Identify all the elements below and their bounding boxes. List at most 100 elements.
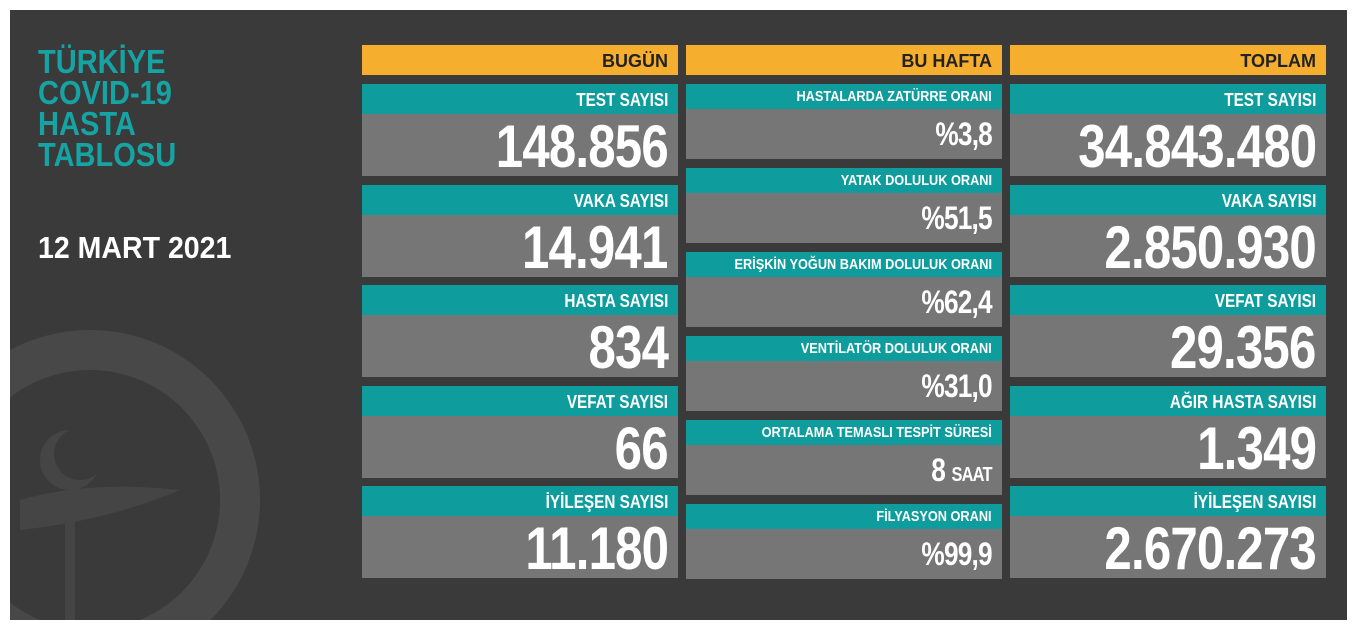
stat-label: YATAK DOLULUK ORANI (840, 172, 992, 189)
column-header-text: TOPLAM (1240, 51, 1316, 71)
stat-value-text: %3,8 (935, 116, 992, 152)
stat-value-text: 2.850.930 (1104, 213, 1316, 281)
stat-card: İYİLEŞEN SAYISI 2.670.273 (1010, 486, 1326, 582)
stat-value-text: %99,9 (921, 536, 993, 572)
stat-value-box: %3,8 (686, 109, 1002, 159)
stat-value-box: %99,9 (686, 529, 1002, 579)
stat-value: 11.180 (525, 514, 669, 583)
stat-card: VEFAT SAYISI 66 (362, 385, 678, 482)
stat-value-box: 834 (362, 314, 678, 381)
stat-value-box: 8 SAAT (686, 445, 1002, 495)
title: TÜRKİYE COVID-19 HASTA TABLOSU (38, 43, 177, 173)
title-line: TABLOSU (38, 136, 177, 173)
stat-label-bar: VAKA SAYISI (1010, 184, 1326, 215)
stat-value-box: 148.856 (362, 113, 678, 180)
stat-card: YATAK DOLULUK ORANI %51,5 (686, 168, 1002, 243)
stat-value-box: 11.180 (362, 515, 678, 582)
stat-label-bar: HASTALARDA ZATÜRRE ORANI (686, 84, 1002, 109)
stat-value-text: 14.941 (522, 213, 668, 281)
stat-label: ERİŞKİN YOĞUN BAKIM DOLULUK ORANI (734, 256, 992, 273)
stat-label: VAKA SAYISI (1221, 190, 1316, 211)
column-header: TOPLAM (1010, 45, 1326, 75)
stat-label-bar: ORTALAMA TEMASLI TESPİT SÜRESİ (686, 420, 1002, 445)
stat-card: VAKA SAYISI 14.941 (362, 184, 678, 281)
stat-label: TEST SAYISI (575, 90, 668, 110)
stat-value: 148.856 (495, 112, 669, 181)
stat-value: 34.843.480 (1078, 112, 1317, 181)
title-line: TÜRKİYE (38, 43, 166, 80)
stat-card: AĞIR HASTA SAYISI 1.349 (1010, 385, 1326, 482)
stat-value: 8 SAAT (931, 452, 993, 489)
stat-value-box: 1.349 (1010, 415, 1326, 482)
emblem (10, 330, 260, 620)
stat-label-bar: ERİŞKİN YOĞUN BAKIM DOLULUK ORANI (686, 252, 1002, 277)
stat-value-box: 2.670.273 (1010, 515, 1326, 582)
stat-label: VEFAT SAYISI (566, 391, 668, 412)
stat-value-text: 148.856 (495, 113, 669, 180)
stat-card: ORTALAMA TEMASLI TESPİT SÜRESİ 8 SAAT (686, 420, 1002, 495)
column-header: BUGÜN (362, 45, 678, 75)
stat-value: 834 (588, 313, 668, 382)
stat-value: 66 (614, 414, 669, 483)
stat-label-bar: VENTİLATÖR DOLULUK ORANI (686, 336, 1002, 361)
stat-label-bar: VEFAT SAYISI (362, 385, 678, 416)
stat-value: %62,4 (921, 284, 993, 321)
stat-value-text: 8 (931, 452, 947, 488)
stat-label: VEFAT SAYISI (1214, 291, 1316, 311)
stat-value-text: 834 (588, 314, 668, 381)
stat-value-box: %31,0 (686, 361, 1002, 411)
stat-label-bar: VEFAT SAYISI (1010, 285, 1326, 315)
stat-value-box: 14.941 (362, 214, 678, 281)
stat-card: TEST SAYISI 34.843.480 (1010, 84, 1326, 180)
stat-unit: SAAT (951, 464, 993, 486)
stat-value-box: %62,4 (686, 277, 1002, 327)
stat-label: İYİLEŞEN SAYISI (545, 492, 668, 512)
stat-label: FİLYASYON ORANI (876, 508, 992, 525)
stat-value-box: %51,5 (686, 193, 1002, 243)
stat-value-text: 2.670.273 (1104, 515, 1316, 582)
stat-card: TEST SAYISI 148.856 (362, 84, 678, 180)
stat-value-box: 34.843.480 (1010, 113, 1326, 180)
stat-label: VAKA SAYISI (573, 190, 668, 211)
stat-card: VAKA SAYISI 2.850.930 (1010, 184, 1326, 281)
column-header-text: BUGÜN (602, 51, 668, 71)
title-line: HASTA (38, 105, 136, 142)
stat-value: %3,8 (935, 116, 992, 153)
stat-value-text: %31,0 (921, 368, 993, 404)
stat-card: HASTALARDA ZATÜRRE ORANI %3,8 (686, 84, 1002, 159)
stat-value: 29.356 (1170, 313, 1316, 382)
stat-label: TEST SAYISI (1223, 90, 1316, 110)
stat-value: 1.349 (1196, 414, 1317, 483)
column-header-text: BU HAFTA (901, 51, 992, 71)
column-header: BU HAFTA (686, 45, 1002, 75)
stat-label-bar: TEST SAYISI (362, 84, 678, 114)
stat-label-bar: YATAK DOLULUK ORANI (686, 168, 1002, 193)
stat-value: 2.670.273 (1104, 514, 1316, 583)
stat-value-text: 29.356 (1170, 314, 1316, 381)
stat-value-text: 1.349 (1196, 414, 1317, 482)
stat-label: AĞIR HASTA SAYISI (1169, 391, 1316, 412)
stat-card: ERİŞKİN YOĞUN BAKIM DOLULUK ORANI %62,4 (686, 252, 1002, 327)
stat-value-text: %62,4 (921, 284, 993, 320)
stat-value-text: 66 (614, 414, 669, 482)
stat-label: VENTİLATÖR DOLULUK ORANI (800, 340, 992, 357)
dashboard: TÜRKİYE COVID-19 HASTA TABLOSU 12 MART 2… (10, 10, 1347, 620)
stat-label-bar: VAKA SAYISI (362, 184, 678, 215)
stat-label-bar: TEST SAYISI (1010, 84, 1326, 114)
stat-label-bar: HASTA SAYISI (362, 285, 678, 315)
stat-value: 2.850.930 (1104, 213, 1316, 282)
stat-value-text: %51,5 (921, 200, 993, 236)
stat-value-box: 66 (362, 415, 678, 482)
stat-value: %99,9 (921, 536, 993, 573)
title-line: COVID-19 (38, 74, 172, 111)
stat-label: ORTALAMA TEMASLI TESPİT SÜRESİ (761, 424, 992, 441)
stat-label-bar: FİLYASYON ORANI (686, 504, 1002, 529)
stat-label-bar: İYİLEŞEN SAYISI (1010, 486, 1326, 516)
stat-card: VEFAT SAYISI 29.356 (1010, 285, 1326, 381)
stat-label: İYİLEŞEN SAYISI (1193, 492, 1316, 512)
stat-card: İYİLEŞEN SAYISI 11.180 (362, 486, 678, 582)
stat-card: VENTİLATÖR DOLULUK ORANI %31,0 (686, 336, 1002, 411)
stat-label: HASTA SAYISI (563, 291, 668, 311)
date: 12 MART 2021 (38, 230, 232, 265)
